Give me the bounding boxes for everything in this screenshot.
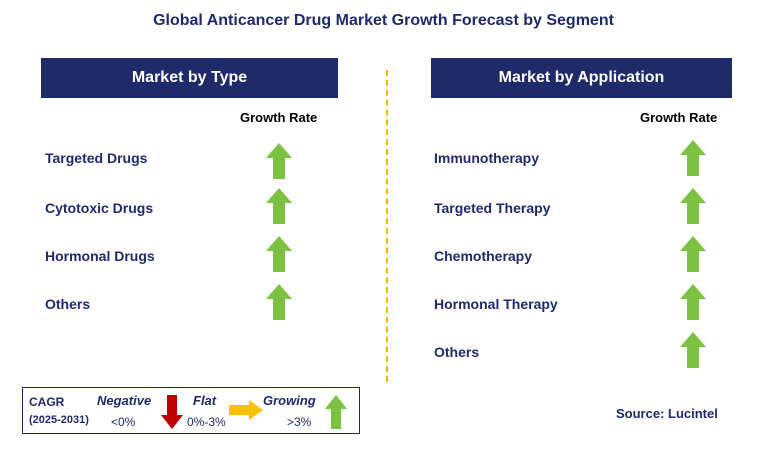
up-arrow-icon <box>680 140 706 176</box>
legend-negative-label: Negative <box>97 393 152 408</box>
legend-growing-value: >3% <box>287 415 312 429</box>
application-row-label: Immunotherapy <box>434 150 540 166</box>
up-arrow-icon <box>266 236 292 272</box>
application-row-label: Others <box>434 344 480 360</box>
legend-box: CAGR (2025-2031) Negative <0% Flat 0%-3%… <box>22 387 360 434</box>
up-arrow-icon <box>680 236 706 272</box>
type-row-label: Targeted Drugs <box>45 150 148 166</box>
left-growth-rate-label: Growth Rate <box>240 110 318 125</box>
down-arrow-icon <box>161 395 183 429</box>
legend-growing-label: Growing <box>263 393 316 408</box>
left-panel-header: Market by Type <box>41 58 338 98</box>
legend-flat-value: 0%-3% <box>187 415 226 429</box>
up-arrow-icon <box>325 395 347 429</box>
page-title: Global Anticancer Drug Market Growth For… <box>153 12 614 29</box>
up-arrow-icon <box>680 332 706 368</box>
right-arrow-icon <box>229 400 263 420</box>
application-row-label: Chemotherapy <box>434 248 533 264</box>
application-row-label: Targeted Therapy <box>434 200 551 216</box>
right-growth-rate-label: Growth Rate <box>640 110 718 125</box>
up-arrow-icon <box>266 188 292 224</box>
legend-flat-label: Flat <box>193 393 217 408</box>
up-arrow-icon <box>266 284 292 320</box>
type-row-label: Others <box>45 296 91 312</box>
up-arrow-icon <box>266 143 292 179</box>
panel-divider <box>386 70 388 382</box>
source-label: Source: Lucintel <box>616 406 718 421</box>
up-arrow-icon <box>680 188 706 224</box>
legend-cagr-label: CAGR <box>29 395 65 409</box>
right-panel-header: Market by Application <box>431 58 732 98</box>
up-arrow-icon <box>680 284 706 320</box>
type-row-label: Hormonal Drugs <box>45 248 155 264</box>
application-row-label: Hormonal Therapy <box>434 296 558 312</box>
legend-negative-value: <0% <box>111 415 136 429</box>
type-row-label: Cytotoxic Drugs <box>45 200 154 216</box>
legend-period-label: (2025-2031) <box>29 414 89 426</box>
